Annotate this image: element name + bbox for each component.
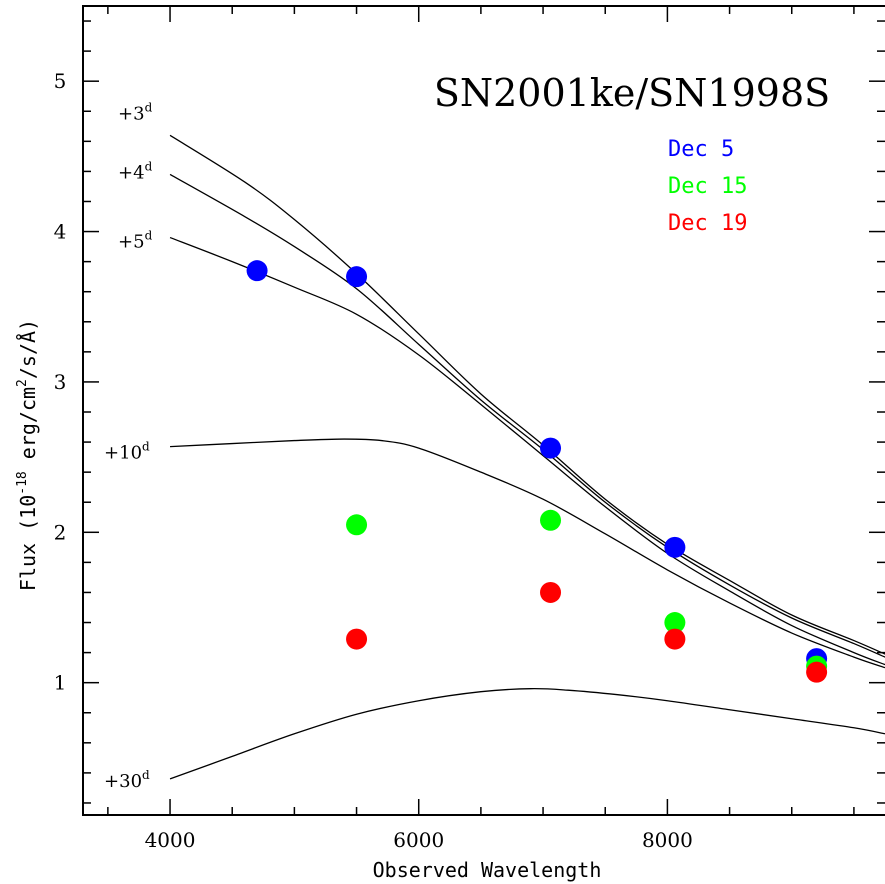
curve-label: +10d	[104, 440, 150, 464]
y-tick-label: 1	[54, 671, 67, 695]
model-curve	[170, 438, 885, 669]
curve-label: +4d	[118, 159, 153, 183]
curve-label: +3d	[118, 100, 153, 124]
axis-ticks: 4000 6000 8000 1 2 3 4 5	[54, 6, 885, 852]
legend: Dec 5 Dec 15 Dec 19	[668, 137, 747, 236]
data-point	[346, 628, 368, 650]
data-point	[540, 437, 562, 459]
y-tick-label: 2	[54, 520, 67, 544]
y-axis-title-tail: /s/Å)	[16, 319, 40, 379]
model-curve	[169, 236, 885, 666]
x-tick-label: 4000	[145, 828, 196, 852]
legend-entry: Dec 15	[668, 174, 747, 199]
y-tick-label: 5	[54, 69, 67, 93]
data-point	[246, 260, 268, 282]
y-tick-label: 3	[54, 370, 67, 394]
y-axis-title: Flux (10-18 erg/cm2/s/Å)	[15, 319, 40, 591]
model-curves: +3d +4d +5d +10d +30d	[104, 100, 885, 792]
plot-frame	[82, 5, 885, 816]
y-axis-title-exponent: -18	[15, 471, 30, 494]
chart-title: SN2001ke/SN1998S	[434, 71, 830, 115]
y-axis-title-square: 2	[15, 379, 30, 387]
x-tick-label: 6000	[393, 828, 444, 852]
legend-entry: Dec 5	[668, 137, 734, 162]
data-point	[540, 581, 562, 603]
y-axis-title-main: Flux (10	[16, 495, 40, 591]
data-point	[346, 266, 368, 288]
curve-label: +5d	[118, 229, 153, 253]
curve-label: +30d	[104, 768, 150, 792]
model-curve	[169, 173, 885, 658]
model-curve	[169, 687, 885, 780]
data-points	[246, 260, 828, 683]
data-point	[540, 509, 562, 531]
data-point	[806, 661, 828, 683]
data-point	[346, 514, 368, 536]
model-curve	[169, 134, 885, 655]
y-tick-label: 4	[54, 220, 67, 244]
x-axis-title: Observed Wavelength	[373, 858, 602, 882]
plot-border	[82, 5, 885, 816]
y-axis-title-unit: erg/cm	[16, 387, 40, 471]
data-point	[664, 612, 686, 634]
x-tick-label: 8000	[642, 828, 693, 852]
data-point	[664, 628, 686, 650]
data-point	[664, 536, 686, 558]
legend-entry: Dec 19	[668, 211, 747, 236]
